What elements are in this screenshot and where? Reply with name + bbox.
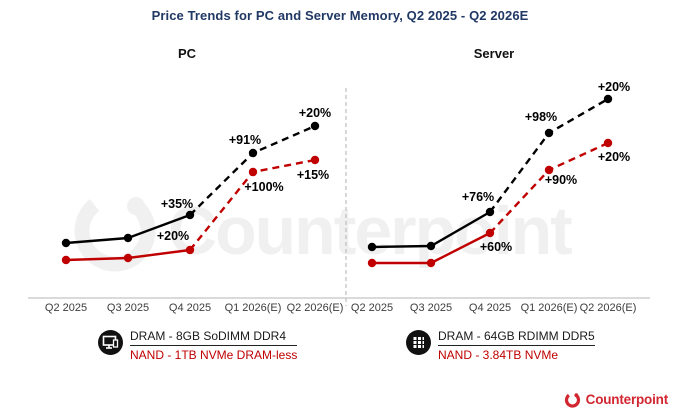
x-axis-tick-label: Q1 2026(E) xyxy=(521,302,578,314)
data-point xyxy=(61,238,71,248)
pc-monitor-icon xyxy=(98,330,123,355)
percent-change-label: +90% xyxy=(545,173,577,187)
x-axis-tick-label: Q2 2026(E) xyxy=(287,302,344,314)
data-point xyxy=(310,121,320,131)
pc-chart-panel: PC Q2 2025 Q3 2025 Q4 2025 Q1 2026(E) Q2 2026… xyxy=(45,46,344,314)
server-nand-legend-label: NAND - 3.84TB NVMe xyxy=(438,348,559,362)
data-point xyxy=(185,210,195,220)
data-point xyxy=(426,241,436,251)
x-axis-tick-label: Q2 2025 xyxy=(351,302,393,314)
counterpoint-brand: Counterpoint xyxy=(564,391,668,408)
x-axis-tick-label: Q2 2026(E) xyxy=(580,302,637,314)
server-panel-title: Server xyxy=(474,46,514,61)
server-dram-legend-label: DRAM - 64GB RDIMM DDR5 xyxy=(438,329,595,346)
x-axis-tick-label: Q3 2025 xyxy=(107,302,149,314)
data-point xyxy=(310,155,320,165)
data-point xyxy=(123,233,133,243)
data-point xyxy=(485,207,495,217)
server-legend: DRAM - 64GB RDIMM DDR5 NAND - 3.84TB NVM… xyxy=(406,329,595,362)
data-point xyxy=(248,167,258,177)
pc-dram-legend-label: DRAM - 8GB SoDIMM DDR4 xyxy=(130,329,298,346)
percent-change-label: +98% xyxy=(525,110,557,124)
data-point xyxy=(367,242,377,252)
data-point xyxy=(61,255,71,265)
percent-change-label: +91% xyxy=(229,133,261,147)
pc-panel-title: PC xyxy=(178,46,197,61)
percent-change-label: +20% xyxy=(299,106,331,120)
percent-change-label: +20% xyxy=(598,80,630,94)
percent-change-label: +60% xyxy=(480,240,512,254)
percent-change-label: +100% xyxy=(244,180,283,194)
page-title: Price Trends for PC and Server Memory, Q… xyxy=(151,8,529,23)
data-point xyxy=(544,128,554,138)
percent-change-label: +20% xyxy=(598,150,630,164)
percent-change-label: +76% xyxy=(462,190,494,204)
x-axis-tick-label: Q1 2026(E) xyxy=(225,302,282,314)
data-point xyxy=(603,138,613,148)
data-point xyxy=(603,94,613,104)
pc-nand-legend-label: NAND - 1TB NVMe DRAM-less xyxy=(130,348,298,362)
data-point xyxy=(544,165,554,175)
data-point xyxy=(185,245,195,255)
data-point xyxy=(426,258,436,268)
percent-change-label: +15% xyxy=(297,168,329,182)
x-axis-tick-label: Q3 2025 xyxy=(410,302,452,314)
x-axis-tick-label: Q2 2025 xyxy=(45,302,87,314)
pc-legend: DRAM - 8GB SoDIMM DDR4 NAND - 1TB NVMe D… xyxy=(98,329,298,362)
data-point xyxy=(367,258,377,268)
percent-change-label: +20% xyxy=(157,229,189,243)
data-point xyxy=(123,253,133,263)
data-point xyxy=(485,228,495,238)
server-rack-icon xyxy=(406,330,431,355)
counterpoint-logo-icon xyxy=(564,392,580,408)
percent-change-label: +35% xyxy=(161,197,193,211)
counterpoint-logo-text: Counterpoint xyxy=(585,392,669,407)
data-point xyxy=(248,148,258,158)
server-chart-panel: Server Q2 2025 Q3 2025 Q4 2025 Q1 2026(E) Q2 … xyxy=(351,46,637,314)
x-axis-tick-label: Q4 2025 xyxy=(169,302,211,314)
x-axis-tick-label: Q4 2025 xyxy=(469,302,511,314)
